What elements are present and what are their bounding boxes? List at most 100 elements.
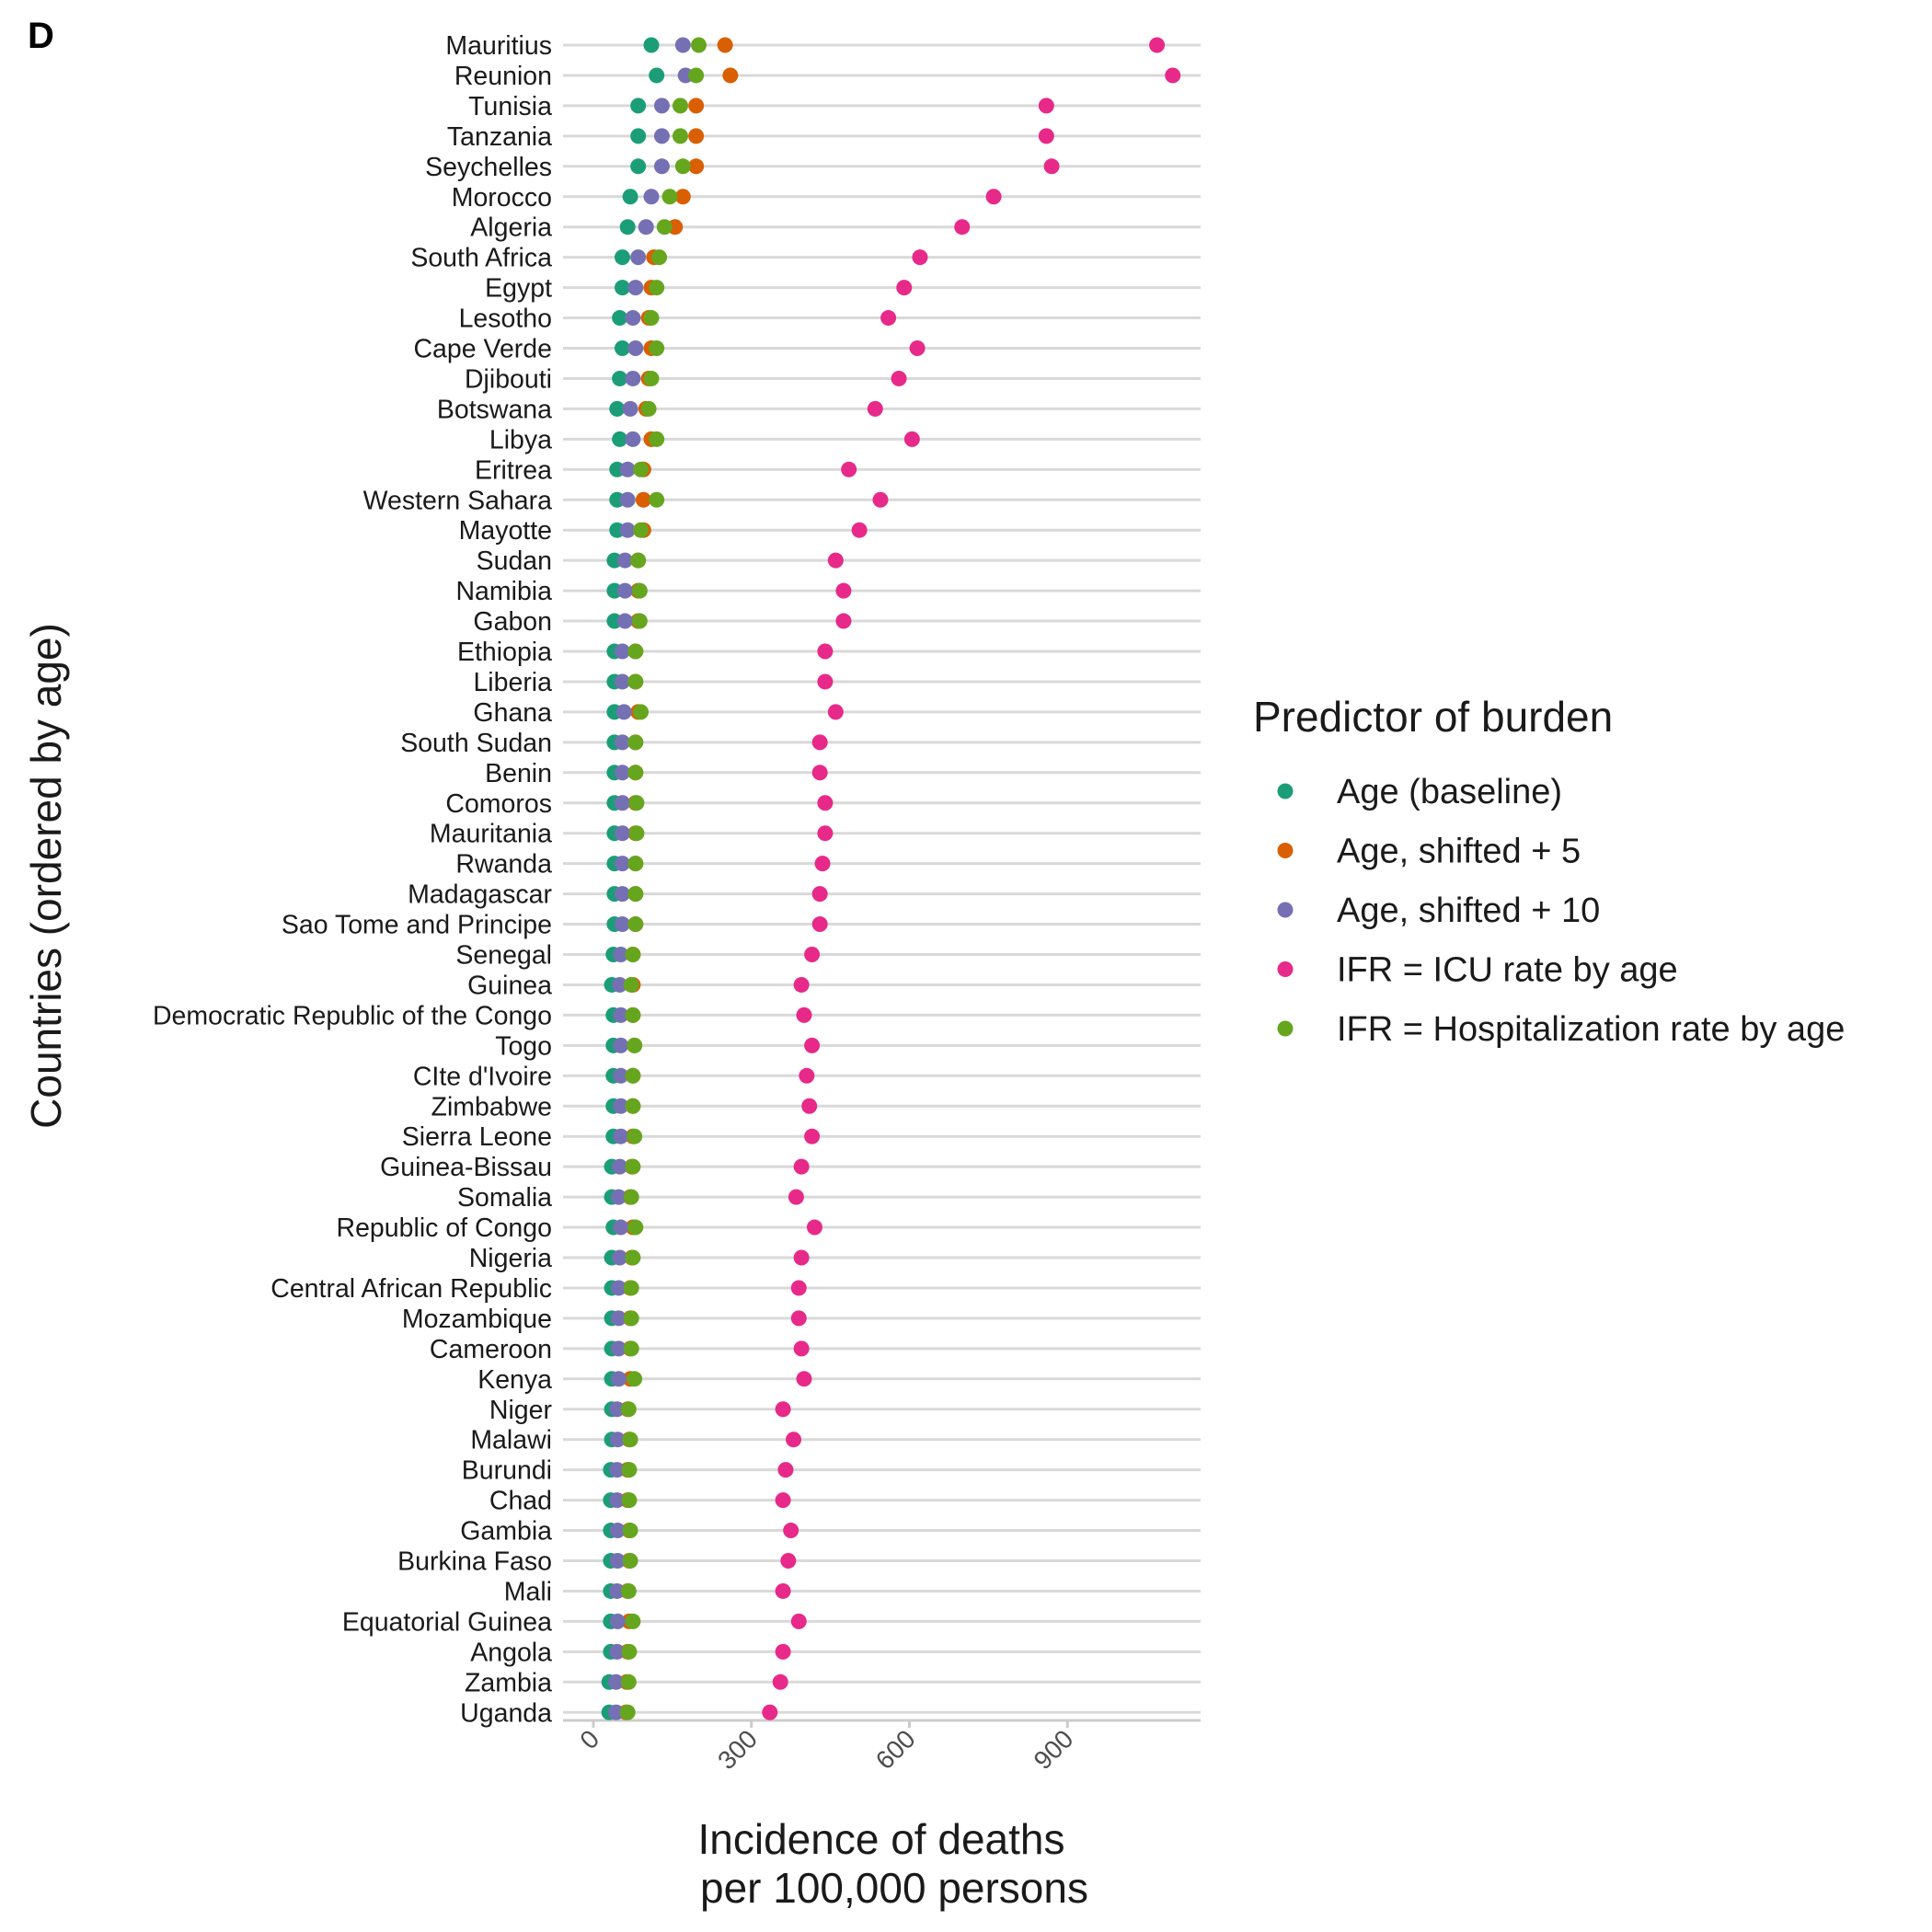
- data-point: [625, 1006, 641, 1023]
- data-point: [653, 98, 670, 114]
- y-tick-label: Algeria: [470, 213, 552, 243]
- data-point: [841, 461, 857, 477]
- data-point: [653, 158, 670, 175]
- data-point: [649, 67, 665, 84]
- data-point: [656, 219, 673, 236]
- data-point: [775, 1582, 791, 1599]
- data-point: [688, 128, 705, 144]
- data-point: [613, 1128, 629, 1144]
- y-tick-label: Rwanda: [455, 850, 552, 880]
- data-point: [619, 219, 636, 236]
- x-axis-title-line-2: per 100,000 persons: [700, 1864, 1088, 1912]
- y-tick-label: Niger: [489, 1396, 553, 1425]
- data-point: [614, 249, 630, 266]
- data-point: [627, 280, 644, 296]
- data-point: [896, 280, 913, 296]
- data-point: [661, 189, 678, 205]
- y-tick-label: Egypt: [485, 274, 552, 304]
- data-point: [796, 1371, 812, 1387]
- x-axis-tick-labels: 0 300 600 900: [574, 1724, 1078, 1775]
- data-point: [872, 491, 889, 508]
- data-point: [621, 1492, 638, 1509]
- data-point: [772, 1673, 788, 1690]
- data-point: [804, 1037, 821, 1053]
- data-point: [627, 1219, 644, 1236]
- data-point: [688, 67, 705, 84]
- data-point: [804, 1128, 821, 1144]
- data-point: [1149, 37, 1166, 53]
- y-tick-label: Chad: [489, 1487, 552, 1516]
- data-point: [638, 219, 654, 236]
- data-point: [619, 1704, 636, 1720]
- legend-key: [1277, 843, 1294, 858]
- y-axis-tick-labels: MauritiusReunionTunisiaTanzaniaSeychelle…: [153, 31, 553, 1728]
- data-point: [622, 1432, 638, 1448]
- data-point: [625, 370, 641, 386]
- data-point: [625, 431, 641, 447]
- data-point: [625, 1098, 641, 1114]
- data-point: [609, 1492, 626, 1509]
- data-point: [613, 1067, 629, 1084]
- x-tick-label: 0: [574, 1724, 604, 1754]
- data-point: [614, 825, 630, 842]
- y-tick-label: Kenya: [477, 1365, 552, 1395]
- data-point: [610, 1340, 627, 1357]
- data-point: [612, 310, 628, 327]
- series-2: [608, 37, 694, 1720]
- y-tick-label: Benin: [485, 759, 552, 788]
- data-point: [625, 1158, 641, 1175]
- data-point: [903, 431, 920, 447]
- data-point: [619, 491, 636, 508]
- data-point: [793, 1340, 810, 1357]
- y-tick-label: Seychelles: [425, 153, 552, 182]
- data-point: [777, 1462, 794, 1478]
- data-point: [653, 128, 670, 144]
- y-tick-label: Djibouti: [465, 364, 552, 394]
- data-point: [630, 158, 647, 175]
- data-point: [811, 886, 828, 903]
- data-point: [622, 400, 638, 417]
- data-point: [649, 340, 665, 356]
- data-point: [628, 795, 645, 811]
- y-tick-label: Guinea-Bissau: [380, 1153, 552, 1182]
- y-tick-label: Angola: [470, 1638, 552, 1667]
- data-point: [643, 370, 660, 386]
- data-point: [612, 1158, 628, 1175]
- data-point: [630, 552, 647, 569]
- data-point: [649, 491, 665, 508]
- legend-label: IFR = ICU rate by age: [1337, 951, 1678, 990]
- data-point: [608, 1704, 625, 1720]
- data-point: [614, 795, 630, 811]
- data-point: [793, 976, 810, 993]
- y-tick-label: CIte d'Ivoire: [413, 1062, 552, 1091]
- y-tick-label: Tanzania: [447, 122, 552, 152]
- data-point: [688, 158, 705, 175]
- y-tick-label: Comoros: [445, 789, 552, 819]
- x-tick-label: 300: [712, 1724, 763, 1775]
- data-point: [954, 219, 971, 236]
- legend-key: [1277, 1020, 1294, 1037]
- data-point: [688, 98, 705, 114]
- gridlines: [563, 43, 1201, 1714]
- data-point: [811, 765, 828, 781]
- data-point: [614, 643, 630, 660]
- data-point: [891, 370, 907, 386]
- data-point: [827, 552, 844, 569]
- legend-items: Age (baseline) Age, shifted + 5 Age, shift…: [1277, 773, 1845, 1049]
- data-point: [619, 522, 636, 538]
- y-tick-label: Somalia: [457, 1183, 552, 1213]
- data-point: [801, 1098, 818, 1114]
- data-point: [775, 1401, 791, 1418]
- y-axis-title: Countries (ordered by age): [22, 623, 70, 1129]
- data-point: [609, 1553, 626, 1569]
- data-point: [880, 310, 897, 327]
- y-tick-label: Namibia: [455, 577, 552, 606]
- data-point: [627, 916, 644, 933]
- y-tick-label: Mauritania: [430, 820, 552, 849]
- data-point: [609, 1432, 626, 1448]
- data-point: [912, 249, 928, 266]
- data-point: [985, 189, 1002, 205]
- data-point: [674, 158, 691, 175]
- data-point: [643, 37, 660, 53]
